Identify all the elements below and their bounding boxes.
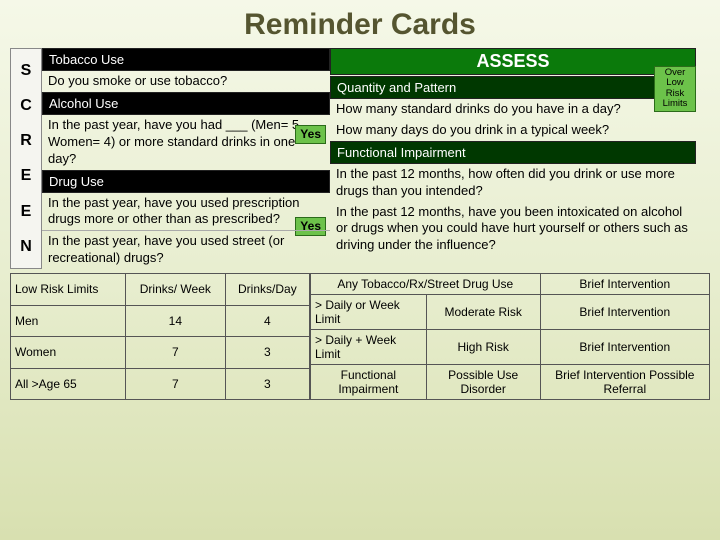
fi-question-2: In the past 12 months, have you been int… (330, 202, 696, 257)
limits-h2: Drinks/ Week (125, 274, 225, 306)
fi-header: Functional Impairment (330, 141, 696, 164)
bottom-tables: Low Risk Limits Drinks/ Week Drinks/Day … (10, 269, 710, 400)
screen-s: S (11, 58, 41, 84)
risk-r1c2: Moderate Risk (426, 295, 540, 330)
risk-h2: Brief Intervention (540, 274, 709, 295)
yes-badge-1: Yes (295, 125, 326, 145)
risk-r3c3: Brief Intervention Possible Referral (540, 365, 709, 400)
right-column: ASSESS Quantity and Pattern How many sta… (330, 48, 696, 269)
qp-question-2: How many days do you drink in a typical … (330, 120, 696, 141)
screen-c: C (11, 93, 41, 119)
limits-r1c2: 14 (125, 305, 225, 337)
screen-e2: E (11, 199, 41, 225)
limits-r2c2: 7 (125, 337, 225, 369)
assess-header: ASSESS (330, 48, 696, 75)
screen-r: R (11, 128, 41, 154)
limits-r3c1: All >Age 65 (11, 368, 126, 400)
qp-question-1: How many standard drinks do you have in … (330, 99, 696, 120)
risk-r3c2: Possible Use Disorder (426, 365, 540, 400)
limits-r3c3: 3 (225, 368, 309, 400)
risk-r1c1: > Daily or Week Limit (311, 295, 427, 330)
over-limits-badge: Over Low Risk Limits (654, 66, 696, 112)
limits-h1: Low Risk Limits (11, 274, 126, 306)
screen-e1: E (11, 163, 41, 189)
tobacco-header: Tobacco Use (42, 48, 330, 71)
limits-r2c1: Women (11, 337, 126, 369)
alcohol-header: Alcohol Use (42, 92, 330, 115)
screen-n: N (11, 234, 41, 260)
drug-question-1: In the past year, have you used prescrip… (42, 193, 330, 231)
alcohol-question: In the past year, have you had ___ (Men=… (42, 115, 330, 170)
risk-r3c1: Functional Impairment (311, 365, 427, 400)
limits-r1c1: Men (11, 305, 126, 337)
limits-r1c3: 4 (225, 305, 309, 337)
fi-question-1: In the past 12 months, how often did you… (330, 164, 696, 202)
risk-r2c2: High Risk (426, 330, 540, 365)
limits-r2c3: 3 (225, 337, 309, 369)
limits-table: Low Risk Limits Drinks/ Week Drinks/Day … (10, 273, 310, 400)
page-title: Reminder Cards (10, 8, 710, 42)
qp-header: Quantity and Pattern (330, 76, 696, 99)
left-column: Tobacco Use Do you smoke or use tobacco?… (42, 48, 330, 269)
main-grid: S C R E E N Tobacco Use Do you smoke or … (10, 48, 710, 269)
tobacco-question: Do you smoke or use tobacco? (42, 71, 330, 92)
screen-acronym: S C R E E N (10, 48, 42, 269)
drug-header: Drug Use (42, 170, 330, 193)
limits-h3: Drinks/Day (225, 274, 309, 306)
risk-r2c3: Brief Intervention (540, 330, 709, 365)
drug-question-2: In the past year, have you used street (… (42, 230, 330, 269)
risk-h1: Any Tobacco/Rx/Street Drug Use (311, 274, 541, 295)
risk-table: Any Tobacco/Rx/Street Drug Use Brief Int… (310, 273, 710, 400)
risk-r1c3: Brief Intervention (540, 295, 709, 330)
risk-r2c1: > Daily + Week Limit (311, 330, 427, 365)
limits-r3c2: 7 (125, 368, 225, 400)
